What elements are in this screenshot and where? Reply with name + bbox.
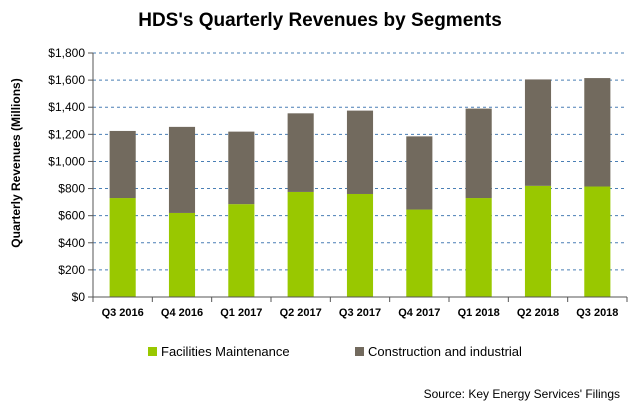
bar-segment-facilities-maintenance bbox=[406, 209, 433, 297]
bar-segment-facilities-maintenance bbox=[465, 198, 492, 297]
bar-segment-facilities-maintenance bbox=[584, 186, 611, 297]
legend-swatch bbox=[355, 347, 364, 356]
y-tick-label: $1,400 bbox=[48, 100, 85, 114]
legend-label: Facilities Maintenance bbox=[161, 344, 290, 359]
x-tick-label: Q4 2016 bbox=[161, 307, 203, 319]
x-tick-label: Q1 2018 bbox=[458, 307, 500, 319]
y-tick-label: $600 bbox=[58, 209, 85, 223]
bar-segment-construction-industrial bbox=[168, 126, 196, 213]
bar-segment-construction-industrial bbox=[524, 79, 552, 186]
chart-title: HDS's Quarterly Revenues by Segments bbox=[138, 10, 502, 31]
legend-swatch bbox=[148, 347, 157, 356]
bar-segment-construction-industrial bbox=[287, 113, 314, 192]
bar-segment-construction-industrial bbox=[465, 108, 492, 199]
bar-segment-construction-industrial bbox=[346, 110, 374, 194]
y-tick-label: $1,600 bbox=[48, 73, 85, 87]
y-tick-label: $0 bbox=[72, 290, 86, 304]
legend-item: Construction and industrial bbox=[355, 344, 522, 359]
x-tick-label: Q3 2017 bbox=[339, 307, 381, 319]
bar-segment-construction-industrial bbox=[584, 78, 611, 187]
bar-segment-construction-industrial bbox=[228, 131, 255, 205]
bar-segment-facilities-maintenance bbox=[228, 204, 255, 297]
x-tick-label: Q2 2018 bbox=[517, 307, 559, 319]
bar-segment-construction-industrial bbox=[406, 136, 433, 210]
bar-segment-facilities-maintenance bbox=[168, 212, 196, 297]
y-tick-label: $1,800 bbox=[48, 46, 85, 60]
x-tick-label: Q3 2018 bbox=[576, 307, 618, 319]
source-note: Source: Key Energy Services' Filings bbox=[424, 387, 620, 401]
x-tick-label: Q3 2016 bbox=[102, 307, 144, 319]
bar-segment-facilities-maintenance bbox=[287, 191, 314, 297]
bar-segment-construction-industrial bbox=[109, 130, 136, 199]
y-tick-label: $1,000 bbox=[48, 154, 85, 168]
bar-segment-facilities-maintenance bbox=[109, 198, 136, 297]
bar-segment-facilities-maintenance bbox=[524, 185, 552, 297]
bars bbox=[109, 78, 611, 297]
axes: $0 $200 $400 $600 $800 $1,000 $1,200 $1,400 $1,6… bbox=[48, 46, 628, 319]
x-tick-label: Q4 2017 bbox=[398, 307, 440, 319]
legend-item: Facilities Maintenance bbox=[148, 344, 290, 359]
y-tick-label: $400 bbox=[58, 236, 85, 250]
y-tick-label: $800 bbox=[58, 182, 85, 196]
y-tick-label: $200 bbox=[58, 263, 85, 277]
x-tick-label: Q1 2017 bbox=[220, 307, 262, 319]
x-tick-label: Q2 2017 bbox=[280, 307, 322, 319]
y-axis-label: Quarterly Revenues (Millions) bbox=[9, 78, 23, 247]
bar-segment-facilities-maintenance bbox=[346, 193, 374, 297]
legend-label: Construction and industrial bbox=[368, 344, 522, 359]
y-tick-label: $1,200 bbox=[48, 127, 85, 141]
legend: Facilities Maintenance Construction and i… bbox=[148, 344, 522, 359]
